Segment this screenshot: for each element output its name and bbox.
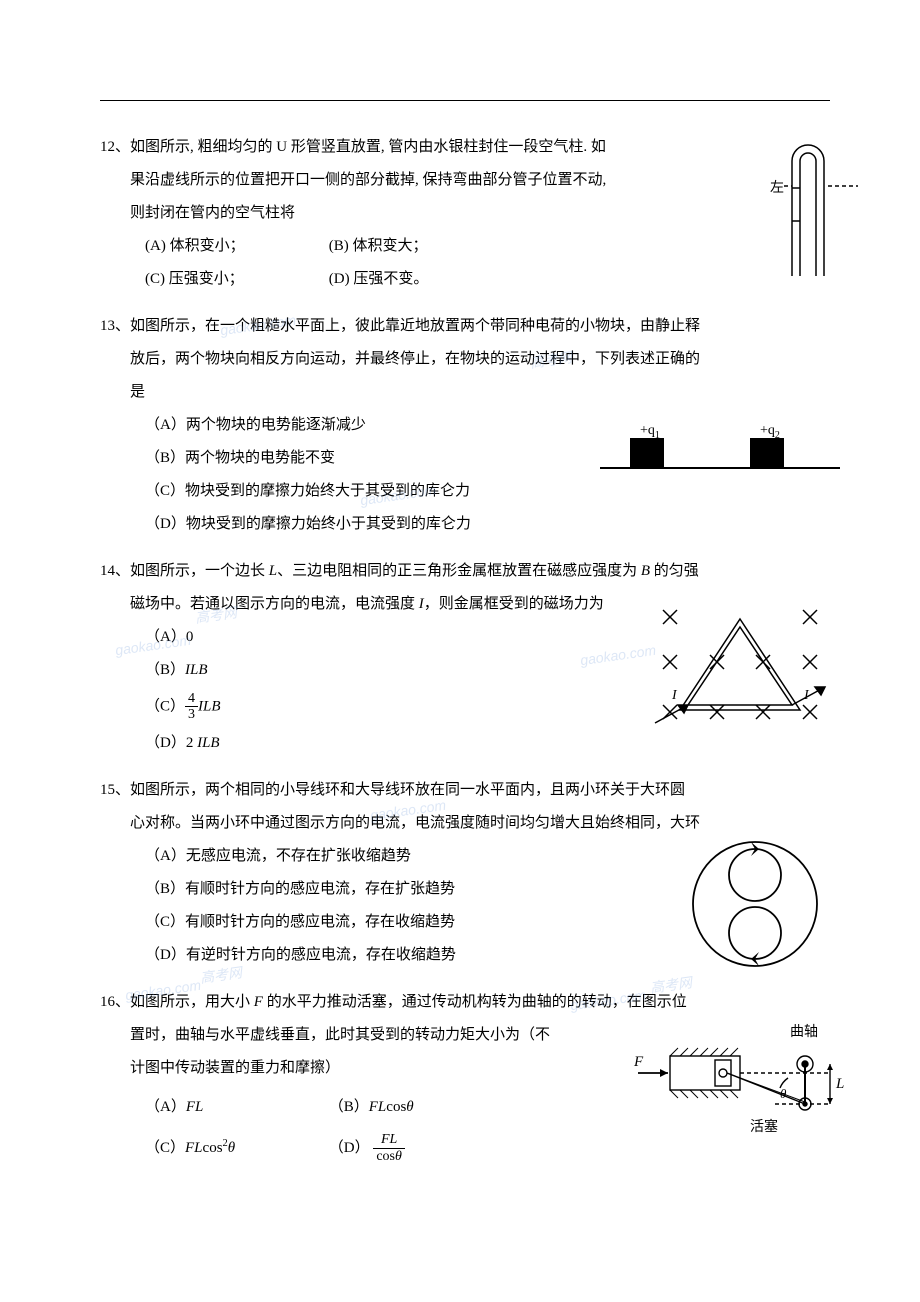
q16-optc-fl: FL (185, 1140, 203, 1156)
q16-optb-theta: θ (406, 1099, 413, 1115)
q13-opt-d: （D）物块受到的摩擦力始终小于其受到的库仑力 (145, 508, 830, 541)
q12-opt-b: (B) 体积变大； (329, 230, 509, 263)
q15-figure (680, 829, 830, 992)
q12-stem-line2: 果沿虚线所示的位置把开口一侧的部分截掉, 保持弯曲部分管子位置不动, (100, 164, 830, 197)
q14-optd-pre: （D）2 (145, 735, 197, 751)
q16-optd-num: FL (381, 1132, 397, 1147)
q12-figure: 左 (770, 126, 860, 299)
question-13: 13、如图所示，在一个粗糙水平面上，彼此靠近地放置两个带同种电荷的小物块，由静止… (100, 310, 830, 541)
q14-optc-pre: （C） (145, 698, 185, 714)
q16-optc-theta: θ (228, 1140, 235, 1156)
q16-opta-val: FL (186, 1099, 204, 1115)
q14-optc-frac: 43 (185, 691, 198, 723)
q16-F: F (254, 994, 263, 1010)
q12-text1: 如图所示, 粗细均匀的 U 形管竖直放置, 管内由水银柱封住一段空气柱. 如 (130, 139, 606, 155)
q12-options: (A) 体积变小； (B) 体积变大； (C) 压强变小； (D) 压强不变。 (100, 230, 830, 296)
q14-optc-num: 4 (185, 691, 198, 707)
q16-text1a: 如图所示，用大小 (130, 994, 254, 1010)
q16-optd-pre: （D） (329, 1140, 370, 1156)
q16-opt-b: （B）FLcosθ (329, 1091, 509, 1124)
q14-B: B (641, 563, 650, 579)
q14-optb-val: ILB (185, 662, 208, 678)
q16-label-crank: 曲轴 (790, 1024, 818, 1040)
q16-opta-pre: （A） (145, 1099, 186, 1115)
q16-opt-d: （D） FL cosθ (329, 1124, 509, 1165)
q16-stem-line1: 16、如图所示，用大小 F 的水平力推动活塞，通过传动机构转为曲轴的的转动，在图… (100, 986, 830, 1019)
q13-text1: 如图所示，在一个粗糙水平面上，彼此靠近地放置两个带同种电荷的小物块，由静止释 (130, 318, 700, 334)
q14-label-I-left: I (671, 688, 678, 703)
question-16: 16、如图所示，用大小 F 的水平力推动活塞，通过传动机构转为曲轴的的转动，在图… (100, 986, 830, 1165)
q12-stem-line3: 则封闭在管内的空气柱将 (100, 197, 830, 230)
top-rule (100, 100, 830, 101)
q14-figure: I I (640, 595, 850, 758)
q16-number: 16、 (100, 986, 130, 1019)
q14-stem-line1: 14、如图所示，一个边长 L、三边电阻相同的正三角形金属框放置在磁感应强度为 B… (100, 555, 830, 588)
q14-L: L (269, 563, 277, 579)
q14-optb-pre: （B） (145, 662, 185, 678)
q14-text1b: 、三边电阻相同的正三角形金属框放置在磁感应强度为 (277, 563, 641, 579)
q16-text1b: 的水平力推动活塞，通过传动机构转为曲轴的的转动，在图示位 (263, 994, 687, 1010)
q12-opt-a: (A) 体积变小； (145, 230, 325, 263)
q14-text2a: 磁场中。若通以图示方向的电流，电流强度 (130, 596, 419, 612)
question-12: 12、如图所示, 粗细均匀的 U 形管竖直放置, 管内由水银柱封住一段空气柱. … (100, 131, 830, 296)
q13-stem-line2: 放后，两个物块向相反方向运动，并最终停止，在物块的运动过程中，下列表述正确的 (100, 343, 830, 376)
q14-text1c: 的匀强 (650, 563, 699, 579)
q16-optd-frac: FL cosθ (373, 1132, 405, 1164)
q12-label-left: 左 (770, 180, 784, 196)
q12-opt-c: (C) 压强变小； (145, 263, 325, 296)
q16-figure: F L θ 曲轴 活塞 (630, 1016, 860, 1159)
q13-label-q1: +q (640, 423, 655, 438)
q16-label-L: L (835, 1076, 844, 1092)
q16-optc-pre: （C） (145, 1140, 185, 1156)
question-15: 15、如图所示，两个相同的小导线环和大导线环放在同一水平面内，且两小环关于大环圆… (100, 774, 830, 972)
q16-opt-a: （A）FL (145, 1091, 325, 1124)
q13-stem-line1: 13、如图所示，在一个粗糙水平面上，彼此靠近地放置两个带同种电荷的小物块，由静止… (100, 310, 830, 343)
q15-stem-line1: 15、如图所示，两个相同的小导线环和大导线环放在同一水平面内，且两小环关于大环圆 (100, 774, 830, 807)
q12-stem-line1: 12、如图所示, 粗细均匀的 U 形管竖直放置, 管内由水银柱封住一段空气柱. … (100, 131, 830, 164)
q14-number: 14、 (100, 555, 130, 588)
q14-optc-den: 3 (185, 707, 198, 722)
q16-optb-fl: FL (369, 1099, 387, 1115)
q16-optb-cos: cos (386, 1099, 406, 1115)
q13-stem-line3: 是 (100, 376, 830, 409)
q14-optc-val: ILB (198, 698, 221, 714)
q13-figure: +q1 +q2 (600, 420, 840, 493)
q12-number: 12、 (100, 131, 130, 164)
q16-optd-den-theta: θ (395, 1149, 402, 1164)
q15-text1: 如图所示，两个相同的小导线环和大导线环放在同一水平面内，且两小环关于大环圆 (130, 782, 685, 798)
q15-number: 15、 (100, 774, 130, 807)
q16-optd-den-cos: cos (376, 1149, 395, 1164)
q14-text2b: ，则金属框受到的磁场力为 (424, 596, 604, 612)
q13-label-q2: +q (760, 423, 775, 438)
q12-opt-d: (D) 压强不变。 (329, 263, 509, 296)
q16-optb-pre: （B） (329, 1099, 369, 1115)
q16-opt-c: （C）FLcos2θ (145, 1124, 325, 1165)
q16-label-theta: θ (780, 1086, 787, 1101)
q14-optd-val: ILB (197, 735, 220, 751)
question-14: 14、如图所示，一个边长 L、三边电阻相同的正三角形金属框放置在磁感应强度为 B… (100, 555, 830, 760)
q14-text1a: 如图所示，一个边长 (130, 563, 269, 579)
q16-label-piston: 活塞 (750, 1118, 778, 1135)
q16-label-F: F (633, 1054, 644, 1070)
q16-optc-cos: cos (203, 1140, 223, 1156)
q13-number: 13、 (100, 310, 130, 343)
